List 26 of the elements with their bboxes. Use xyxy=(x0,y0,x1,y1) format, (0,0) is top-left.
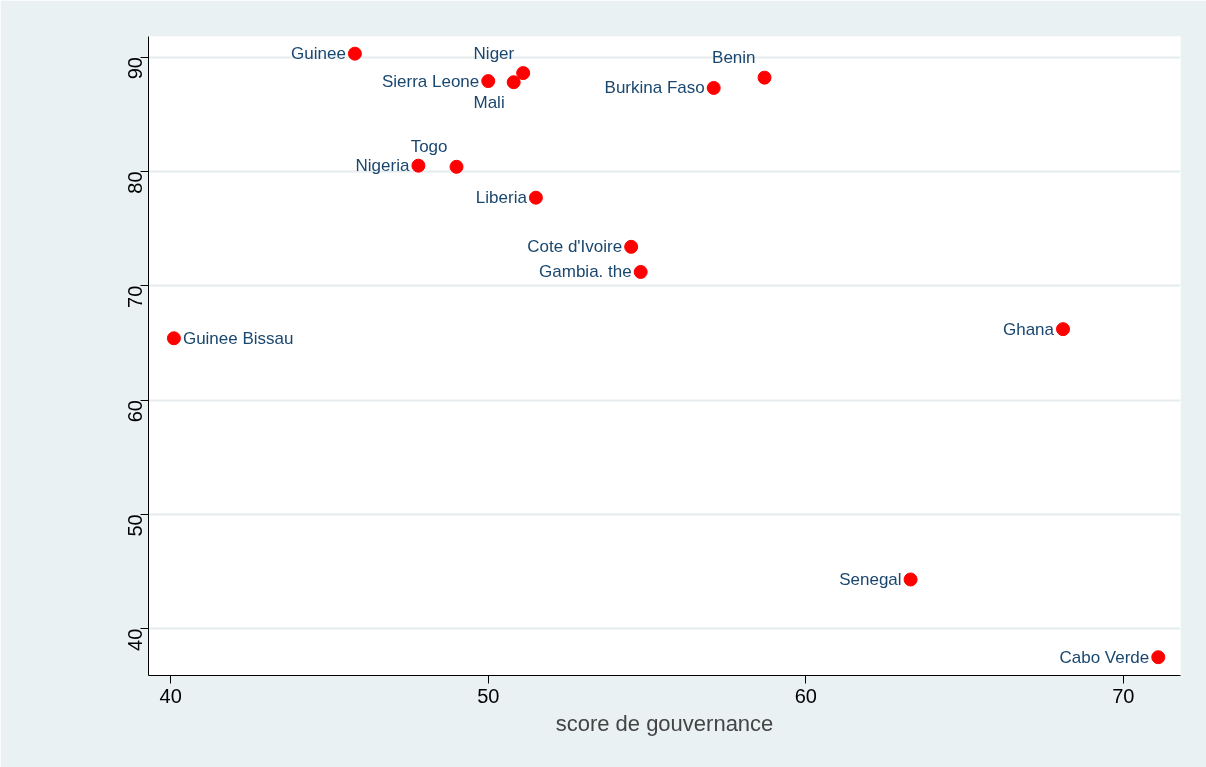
data-label: Togo xyxy=(410,137,448,157)
data-label: Senegal xyxy=(839,569,902,589)
data-label: Niger xyxy=(473,43,515,63)
y-tick-label: 70 xyxy=(124,285,147,308)
data-label: Cote d'Ivoire xyxy=(527,237,623,257)
x-axis-title: score de gouvernance xyxy=(555,710,774,736)
y-tick-label: 90 xyxy=(124,57,147,80)
x-tick-label: 50 xyxy=(477,684,500,707)
data-label: Cabo Verde xyxy=(1059,647,1150,667)
data-label: Benin xyxy=(712,48,756,68)
data-label: Sierra Leone xyxy=(381,71,480,91)
x-tick-label: 60 xyxy=(794,684,817,707)
y-tick-label: 60 xyxy=(124,400,147,423)
data-label: Ghana xyxy=(1002,319,1055,339)
data-label: Burkina Faso xyxy=(604,78,705,98)
y-tick-label: 50 xyxy=(124,514,147,537)
data-label: Gambia. the xyxy=(539,262,632,282)
data-label: Mali xyxy=(473,92,505,112)
x-tick-label: 70 xyxy=(1112,684,1135,707)
data-label: Liberia xyxy=(475,188,528,208)
y-tick-label: 40 xyxy=(124,628,147,651)
y-tick-label: 80 xyxy=(124,171,147,194)
data-label: Nigeria xyxy=(355,156,410,176)
x-tick-label: 40 xyxy=(159,684,182,707)
data-label: Guinee Bissau xyxy=(182,328,294,348)
data-label: Guinee xyxy=(291,44,346,64)
